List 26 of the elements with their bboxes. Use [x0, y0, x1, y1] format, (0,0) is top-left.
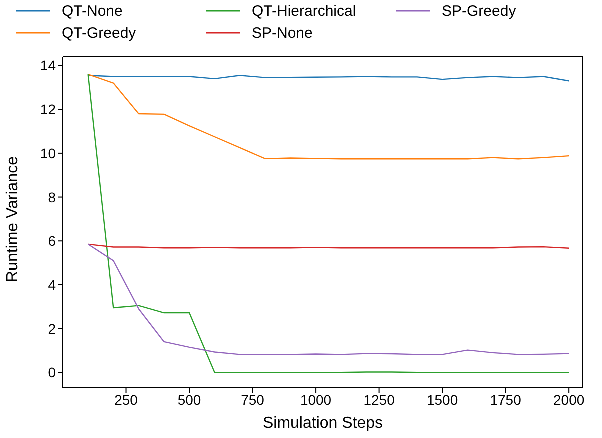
y-tick-label: 14: [40, 58, 56, 74]
y-tick-label: 10: [40, 145, 56, 162]
y-tick-label: 8: [48, 189, 56, 206]
line-series: [88, 74, 570, 160]
legend-label: QT-Greedy: [62, 24, 136, 42]
x-tick-label: 1250: [364, 392, 396, 408]
y-tick-label: 2: [48, 320, 56, 337]
line-series: [88, 74, 570, 374]
y-tick-label: 12: [40, 102, 56, 118]
x-tick-label: 1000: [300, 392, 332, 408]
y-tick-label: 6: [48, 233, 56, 250]
y-tick-label: 4: [48, 276, 56, 293]
x-tick-label: 750: [241, 392, 265, 408]
legend-label: SP-Greedy: [442, 2, 516, 20]
x-tick-label: 250: [114, 392, 138, 408]
legend-label: SP-None: [252, 24, 313, 42]
x-tick-label: 500: [178, 392, 202, 408]
y-tick-label: 0: [48, 364, 56, 381]
x-tick-label: 2000: [554, 392, 585, 408]
x-tick-label: 1750: [490, 392, 522, 408]
legend-label: QT-Hierarchical: [252, 2, 356, 20]
x-tick-label: 1500: [426, 392, 458, 408]
y-axis-title: Runtime Variance: [4, 156, 22, 282]
x-axis-title: Simulation Steps: [262, 415, 384, 432]
legend-label: QT-None: [62, 2, 123, 20]
line-series: [88, 244, 570, 356]
